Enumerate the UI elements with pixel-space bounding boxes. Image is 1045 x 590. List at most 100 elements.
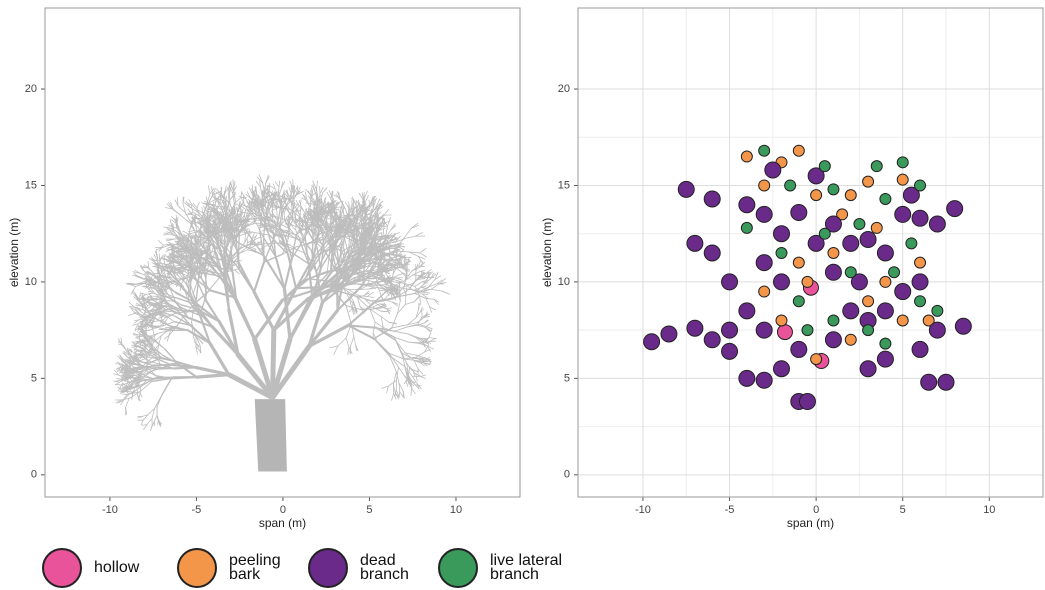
branch — [349, 309, 352, 312]
branch — [394, 274, 402, 277]
branch — [251, 246, 255, 248]
x-tick-label: 10 — [450, 504, 462, 516]
branch — [415, 282, 422, 287]
branch — [429, 338, 436, 339]
branch — [150, 274, 157, 277]
x-tick-label: 0 — [280, 504, 286, 516]
branch — [330, 346, 338, 348]
branch — [382, 386, 389, 388]
branch — [279, 181, 280, 187]
branch — [146, 299, 153, 300]
branch — [254, 262, 264, 292]
branch — [387, 386, 389, 393]
y-tick-label: 0 — [31, 469, 37, 481]
branch — [164, 233, 169, 234]
branch — [128, 313, 134, 315]
y-tick-label: 20 — [25, 83, 37, 95]
branch — [374, 339, 389, 354]
branch — [373, 304, 380, 307]
branch — [387, 308, 392, 309]
branch — [335, 207, 343, 208]
branch — [420, 296, 421, 305]
branch — [423, 338, 428, 339]
y-tick-label: 5 — [31, 372, 37, 384]
branch — [126, 398, 130, 407]
branch — [297, 209, 300, 216]
branch — [420, 248, 426, 253]
branch — [177, 217, 178, 224]
branch — [408, 334, 417, 338]
branch — [419, 260, 421, 266]
branch — [426, 298, 434, 299]
branch — [261, 187, 263, 197]
branch — [399, 367, 405, 376]
branch — [384, 209, 389, 215]
branch — [420, 270, 425, 271]
branch — [276, 257, 285, 289]
branch — [181, 215, 192, 225]
branch — [423, 292, 430, 293]
branch — [264, 255, 285, 288]
branch — [350, 337, 353, 347]
branch — [346, 338, 349, 347]
branch — [219, 223, 220, 231]
branch — [148, 288, 153, 293]
branch — [234, 270, 239, 274]
x-tick-label: 5 — [366, 504, 372, 516]
branch — [349, 237, 350, 255]
branch — [140, 359, 145, 361]
y-tick-label: 10 — [25, 276, 37, 288]
branch — [367, 297, 374, 298]
branch — [406, 302, 415, 305]
branch — [164, 259, 165, 266]
branch — [426, 324, 431, 327]
branch — [188, 230, 194, 232]
branch — [392, 313, 398, 328]
branch — [316, 181, 317, 190]
chart: 05101520-10-50510span (m)elevation (m)05… — [0, 0, 1045, 545]
branch — [356, 345, 357, 351]
branch — [235, 261, 242, 262]
branch — [431, 289, 442, 291]
branch — [334, 346, 338, 354]
branch — [415, 233, 422, 237]
branch — [413, 275, 420, 276]
branch — [190, 248, 191, 253]
branch — [418, 317, 422, 324]
branch — [197, 375, 229, 378]
branch — [442, 291, 449, 294]
branch — [170, 220, 172, 229]
branch — [348, 303, 374, 326]
branch — [394, 327, 407, 331]
branch — [183, 231, 189, 234]
branch — [375, 322, 383, 327]
branch — [199, 339, 203, 343]
branch — [138, 334, 146, 335]
branch — [368, 266, 378, 267]
branch — [412, 389, 416, 394]
x-axis-label: span (m) — [259, 516, 306, 530]
branch — [228, 191, 229, 203]
branch — [354, 337, 356, 345]
branch — [253, 202, 254, 208]
branch — [137, 387, 138, 395]
branch — [173, 209, 181, 216]
branch — [139, 292, 140, 299]
branch — [396, 278, 403, 280]
trunk — [255, 400, 286, 471]
branch — [206, 219, 207, 225]
branch — [348, 347, 349, 354]
branch — [369, 285, 379, 286]
branch — [236, 301, 254, 339]
branch — [426, 298, 430, 306]
branch — [233, 180, 234, 190]
branch — [306, 222, 313, 223]
branch — [275, 182, 279, 187]
branch — [388, 380, 396, 386]
branch — [290, 296, 312, 339]
branch — [420, 253, 427, 257]
branch — [392, 393, 394, 400]
branch — [338, 338, 346, 346]
branch — [255, 202, 256, 211]
branch — [159, 254, 160, 261]
